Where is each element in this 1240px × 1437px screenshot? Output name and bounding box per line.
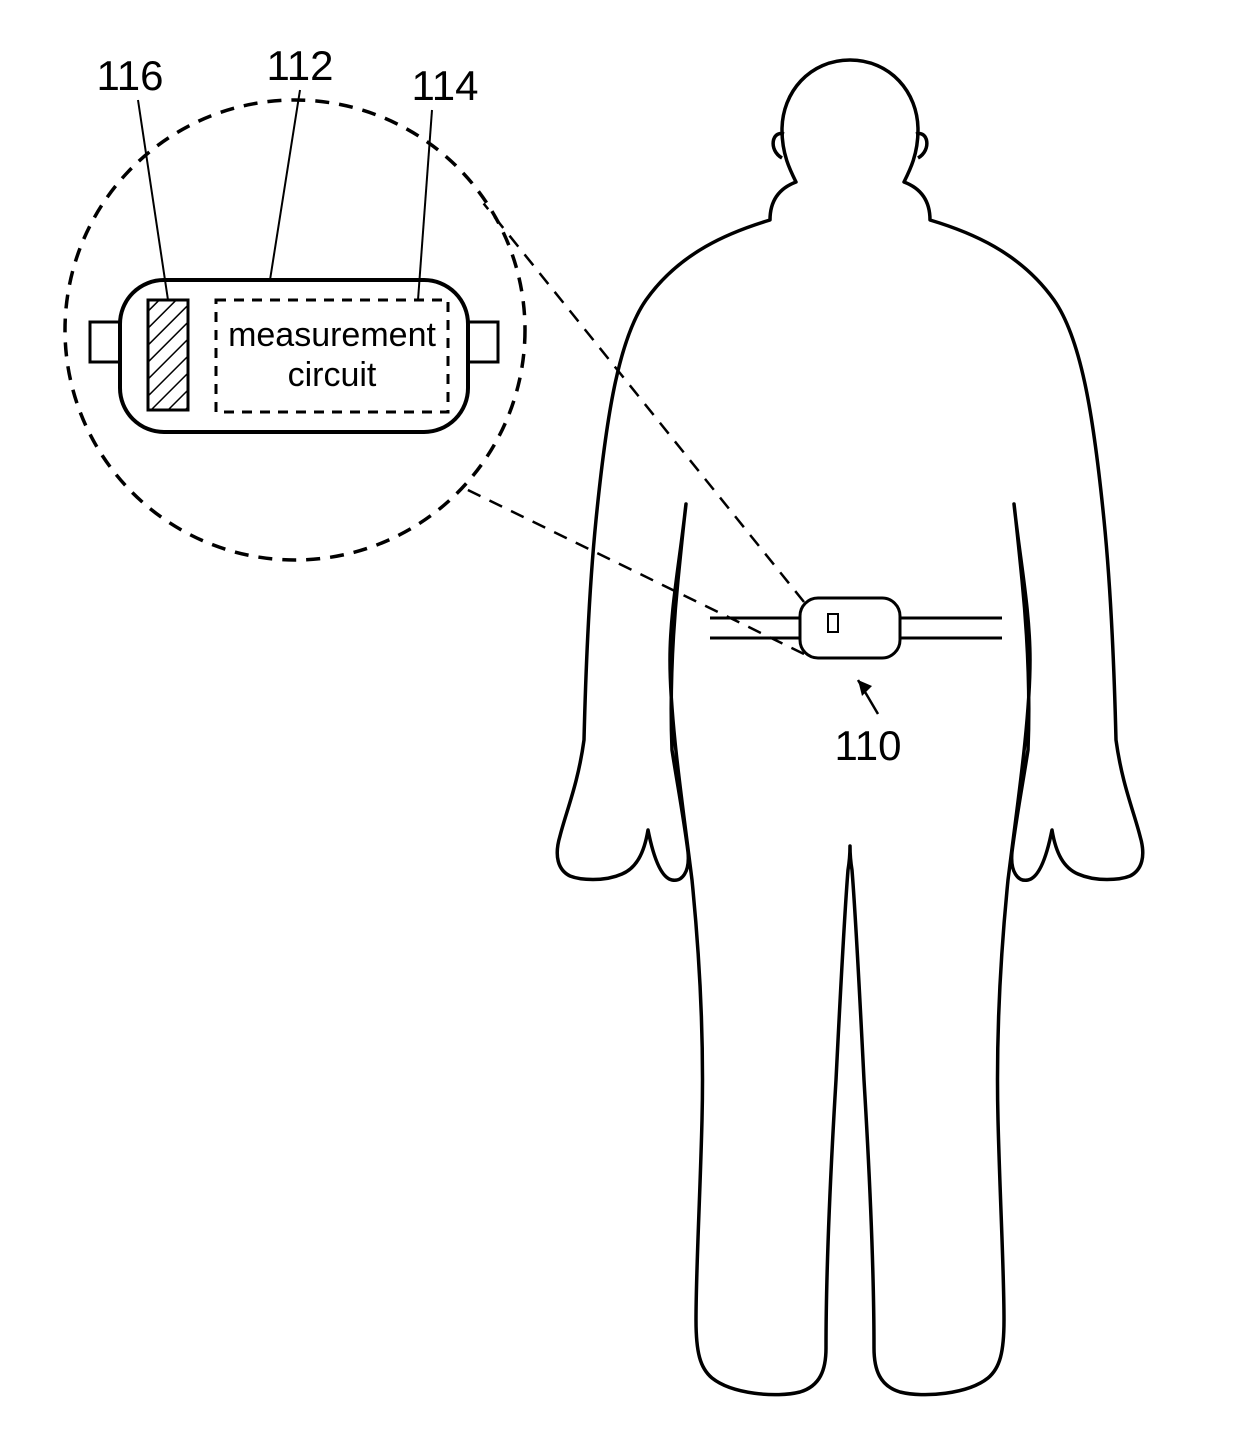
circuit-text-line1: measurement	[228, 316, 436, 354]
label-114: 114	[412, 62, 479, 109]
label-116: 116	[97, 52, 164, 99]
label-112: 112	[267, 42, 334, 89]
label-110: 110	[835, 722, 902, 769]
component-116-hatched	[148, 300, 188, 410]
circuit-text-line2: circuit	[288, 356, 377, 394]
wearable-device-small	[800, 598, 900, 658]
